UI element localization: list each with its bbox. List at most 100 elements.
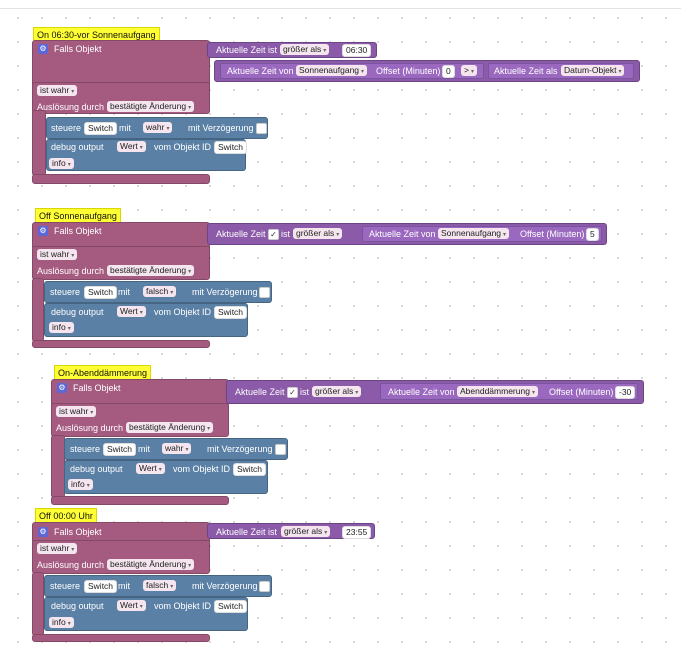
steuere-label: steuere (70, 444, 101, 454)
delay-checkbox[interactable] (259, 581, 270, 592)
wert-dropdown[interactable]: Wert ▾ (117, 141, 146, 152)
object-field[interactable]: Switch (84, 286, 118, 299)
offset-label: Offset (Minuten) (549, 387, 614, 397)
if-block-footer (32, 634, 210, 642)
offset-field[interactable]: 0 (442, 65, 455, 78)
objekt-id-field[interactable]: Switch (214, 306, 248, 319)
objekt-id-field[interactable]: Switch (233, 463, 267, 476)
compare-dropdown[interactable]: größer als ▾ (281, 526, 331, 537)
compare-dropdown[interactable]: größer als ▾ (280, 44, 330, 55)
trigger-dropdown[interactable]: bestätigte Änderung ▾ (107, 101, 195, 112)
mit-label: mit (119, 123, 131, 133)
mit-label: mit (118, 287, 130, 297)
wert-dropdown[interactable]: Wert ▾ (117, 306, 146, 317)
gear-icon[interactable]: ⚙ (38, 44, 48, 54)
checkbox[interactable]: ✓ (287, 387, 298, 398)
aktuelle-zeit-ist-label: Aktuelle Zeit ist (216, 527, 278, 537)
offset-label: Offset (Minuten) (376, 66, 441, 76)
value-dropdown[interactable]: falsch ▾ (143, 286, 177, 297)
compare-dropdown[interactable]: größer als ▾ (293, 228, 343, 239)
ausloesung-label: Auslösung durch (37, 266, 105, 276)
ist-wahr-dropdown[interactable]: ist wahr ▾ (37, 543, 78, 554)
if-block-left-rail (32, 278, 44, 342)
objekt-id-field[interactable]: Switch (214, 141, 248, 154)
object-field[interactable]: Switch (84, 122, 118, 135)
aktuelle-zeit-von-label: Aktuelle Zeit von (227, 66, 294, 76)
ausloesung-label: Auslösung durch (37, 102, 105, 112)
ausloesung-label: Auslösung durch (37, 560, 105, 570)
if-block-footer (51, 496, 229, 505)
value-dropdown[interactable]: wahr ▾ (143, 122, 173, 133)
log-level-dropdown[interactable]: info ▾ (49, 617, 74, 628)
offset-label: Offset (Minuten) (520, 229, 585, 239)
debug-block[interactable] (44, 303, 248, 337)
mit-label: mit (118, 581, 130, 591)
gear-icon[interactable]: ⚙ (38, 226, 48, 236)
ist-wahr-dropdown[interactable]: ist wahr ▾ (37, 85, 78, 96)
verzoegerung-label: mit Verzögerung (207, 444, 273, 454)
ist-wahr-dropdown[interactable]: ist wahr ▾ (37, 249, 78, 260)
aktuelle-zeit-ist-label: Aktuelle Zeit ist (216, 45, 278, 55)
delay-checkbox[interactable] (256, 123, 267, 134)
objekt-id-field[interactable]: Switch (214, 600, 248, 613)
value-dropdown[interactable]: wahr ▾ (162, 443, 192, 454)
falls-objekt-label: Falls Objekt (54, 527, 102, 537)
wert-dropdown[interactable]: Wert ▾ (117, 600, 146, 611)
sun-event-dropdown[interactable]: Sonnenaufgang ▾ (296, 65, 368, 76)
mit-label: mit (138, 444, 150, 454)
offset-field[interactable]: 5 (586, 228, 599, 241)
steuere-label: steuere (50, 581, 81, 591)
if-block-left-rail (32, 572, 44, 636)
value-dropdown[interactable]: falsch ▾ (143, 580, 177, 591)
debug-output-label: debug output (70, 464, 123, 474)
vom-objekt-id-label: vom Objekt ID (154, 601, 212, 611)
compare-dropdown[interactable]: größer als ▾ (312, 386, 362, 397)
aktuelle-zeit-label: Aktuelle Zeit (216, 229, 266, 239)
aktuelle-zeit-als-label: Aktuelle Zeit als (494, 66, 558, 76)
gear-icon[interactable]: ⚙ (57, 383, 67, 393)
falls-objekt-label: Falls Objekt (54, 226, 102, 236)
object-field[interactable]: Switch (84, 580, 118, 593)
debug-block[interactable] (64, 460, 268, 494)
debug-output-label: debug output (51, 142, 104, 152)
format-dropdown[interactable]: Datum-Objekt ▾ (561, 65, 625, 76)
trigger-dropdown[interactable]: bestätigte Änderung ▾ (107, 265, 195, 276)
falls-objekt-label: Falls Objekt (73, 383, 121, 393)
aktuelle-zeit-von-label: Aktuelle Zeit von (369, 229, 436, 239)
debug-output-label: debug output (51, 601, 104, 611)
verzoegerung-label: mit Verzögerung (188, 123, 254, 133)
trigger-dropdown[interactable]: bestätigte Änderung ▾ (107, 559, 195, 570)
ausloesung-label: Auslösung durch (56, 423, 124, 433)
gear-icon[interactable]: ⚙ (38, 527, 48, 537)
log-level-dropdown[interactable]: info ▾ (68, 479, 93, 490)
verzoegerung-label: mit Verzögerung (192, 581, 258, 591)
ist-wahr-dropdown[interactable]: ist wahr ▾ (56, 406, 97, 417)
top-divider (0, 8, 681, 9)
debug-block[interactable] (46, 139, 246, 171)
object-field[interactable]: Switch (103, 443, 137, 456)
ist-label: ist (300, 387, 309, 397)
sun-event-dropdown[interactable]: Abenddämmerung ▾ (457, 386, 538, 397)
checkbox[interactable]: ✓ (268, 229, 279, 240)
if-block-left-rail (32, 110, 46, 176)
operator-dropdown[interactable]: > ▾ (461, 65, 477, 76)
falls-objekt-label: Falls Objekt (54, 44, 102, 54)
offset-field[interactable]: -30 (615, 386, 636, 399)
if-block-footer (32, 340, 210, 348)
vom-objekt-id-label: vom Objekt ID (154, 307, 212, 317)
delay-checkbox[interactable] (275, 444, 286, 455)
log-level-dropdown[interactable]: info ▾ (49, 158, 74, 169)
debug-output-label: debug output (51, 307, 104, 317)
delay-checkbox[interactable] (259, 287, 270, 298)
steuere-label: steuere (50, 287, 81, 297)
time-field[interactable]: 23:55 (342, 526, 372, 539)
aktuelle-zeit-von-label: Aktuelle Zeit von (388, 387, 455, 397)
wert-dropdown[interactable]: Wert ▾ (136, 463, 165, 474)
log-level-dropdown[interactable]: info ▾ (49, 322, 74, 333)
sun-event-dropdown[interactable]: Sonnenaufgang ▾ (438, 228, 510, 239)
time-field[interactable]: 06:30 (342, 44, 372, 57)
steuere-label: steuere (51, 123, 82, 133)
trigger-dropdown[interactable]: bestätigte Änderung ▾ (126, 422, 214, 433)
verzoegerung-label: mit Verzögerung (192, 287, 258, 297)
if-block[interactable] (32, 40, 210, 88)
